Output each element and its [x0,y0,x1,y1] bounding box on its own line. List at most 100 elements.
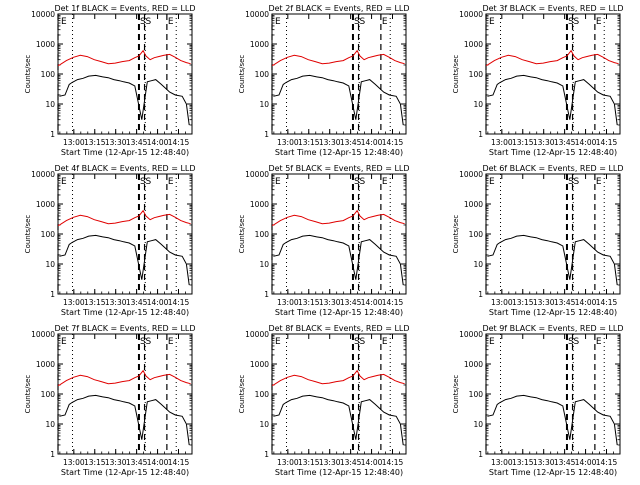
panel-title: Det 3f BLACK = Events, RED = LLD [482,4,623,13]
x-tick-label: 13:45 [554,458,576,467]
plot-frame [57,13,193,135]
panel-det-2f: Det 2f BLACK = Events, RED = LLD 1 10 100 10… [238,4,410,157]
x-tick-label: 14:15 [168,138,190,147]
x-tick-label: 13:00 [63,458,85,467]
x-tick-label: 13:00 [491,458,513,467]
x-axis-label: Start Time (12-Apr-15 12:48:40) [275,468,403,477]
panel-title: Det 7f BLACK = Events, RED = LLD [54,324,195,333]
y-tick-label: 1 [478,450,483,459]
x-axis-label: Start Time (12-Apr-15 12:48:40) [61,468,189,477]
x-axis-label: Start Time (12-Apr-15 12:48:40) [275,148,403,157]
x-tick-label: 13:00 [277,458,299,467]
y-axis-label: Counts/sec [238,375,246,414]
y-axis-label: Counts/sec [452,375,460,414]
y-tick-label: 10 [259,420,269,429]
x-tick-label: 13:45 [126,298,148,307]
panel-title: Det 5f BLACK = Events, RED = LLD [268,164,409,173]
plot-frame [57,173,193,295]
event-marker-label: S [140,337,146,347]
x-tick-label: 14:15 [168,458,190,467]
y-axis-label: Counts/sec [452,215,460,254]
event-marker-label: E [168,337,174,347]
x-tick-label: 14:15 [382,298,404,307]
x-tick-label: 13:30 [533,138,555,147]
x-tick-label: 14:15 [596,138,618,147]
y-tick-label: 10 [45,260,55,269]
panel-title: Det 9f BLACK = Events, RED = LLD [482,324,623,333]
events-series-line [487,394,618,446]
event-marker-label: E [382,337,388,347]
x-tick-label: 13:30 [319,458,341,467]
y-tick-label: 10000 [31,10,55,19]
x-tick-label: 14:15 [382,138,404,147]
y-axis-label: Counts/sec [24,215,32,254]
event-marker-label: E [382,17,388,27]
y-tick-label: 1 [264,130,269,139]
y-tick-label: 1000 [36,40,55,49]
panel-det-1f: Det 1f BLACK = Events, RED = LLD 1 10 100 10… [24,4,196,157]
x-tick-label: 13:15 [512,458,534,467]
panel-title: Det 4f BLACK = Events, RED = LLD [54,164,195,173]
lld-series-line [58,49,191,66]
y-tick-label: 10 [45,100,55,109]
y-tick-label: 10000 [245,170,269,179]
events-series-line [59,74,190,126]
y-tick-label: 1000 [250,200,269,209]
event-marker-label: S [140,17,146,27]
y-tick-label: 10 [473,260,483,269]
panel-det-4f: Det 4f BLACK = Events, RED = LLD 1 10 100 10… [24,164,196,317]
event-marker-label: S [568,17,574,27]
y-tick-label: 1 [50,130,55,139]
plot-frame [485,333,621,455]
panel-det-6f: Det 6f BLACK = Events, RED = LLD 1 10 100 10… [452,164,624,317]
event-marker-label: E [61,17,67,27]
events-series-line [273,74,404,126]
event-marker-label: S [360,337,366,347]
y-tick-label: 100 [41,390,56,399]
x-tick-label: 13:30 [105,458,127,467]
lld-series-line [486,49,619,66]
x-tick-label: 14:00 [361,138,383,147]
x-tick-label: 13:45 [554,298,576,307]
y-tick-label: 10 [259,100,269,109]
x-tick-label: 14:00 [575,298,597,307]
y-tick-label: 1000 [464,40,483,49]
panel-title: Det 1f BLACK = Events, RED = LLD [54,4,195,13]
panel-det-3f: Det 3f BLACK = Events, RED = LLD 1 10 100 10… [452,4,624,157]
event-marker-label: S [574,177,580,187]
x-tick-label: 13:15 [84,138,106,147]
x-tick-label: 13:15 [298,298,320,307]
x-tick-label: 13:45 [340,298,362,307]
events-series-line [59,234,190,286]
y-axis-label: Counts/sec [24,55,32,94]
event-marker-label: E [489,337,495,347]
plot-frame [485,173,621,295]
y-tick-label: 10 [259,260,269,269]
y-tick-label: 1000 [36,360,55,369]
y-tick-label: 1000 [250,40,269,49]
x-tick-label: 13:30 [105,298,127,307]
plot-frame [271,13,407,135]
x-tick-label: 13:00 [277,298,299,307]
x-tick-label: 13:45 [126,138,148,147]
x-tick-label: 13:00 [491,138,513,147]
lld-series-line [272,49,405,66]
y-tick-label: 1 [478,130,483,139]
event-marker-label: S [354,177,360,187]
y-tick-label: 100 [255,230,270,239]
x-tick-label: 14:15 [168,298,190,307]
x-tick-label: 13:00 [491,298,513,307]
event-marker-label: S [146,177,152,187]
x-tick-label: 14:15 [596,298,618,307]
x-axis-label: Start Time (12-Apr-15 12:48:40) [61,148,189,157]
x-tick-label: 14:00 [147,138,169,147]
y-tick-label: 10 [45,420,55,429]
y-tick-label: 1 [264,450,269,459]
event-marker-label: E [596,177,602,187]
x-tick-label: 13:15 [512,138,534,147]
x-tick-label: 13:15 [298,138,320,147]
x-tick-label: 13:15 [512,298,534,307]
x-tick-label: 14:15 [596,458,618,467]
y-tick-label: 10000 [31,330,55,339]
